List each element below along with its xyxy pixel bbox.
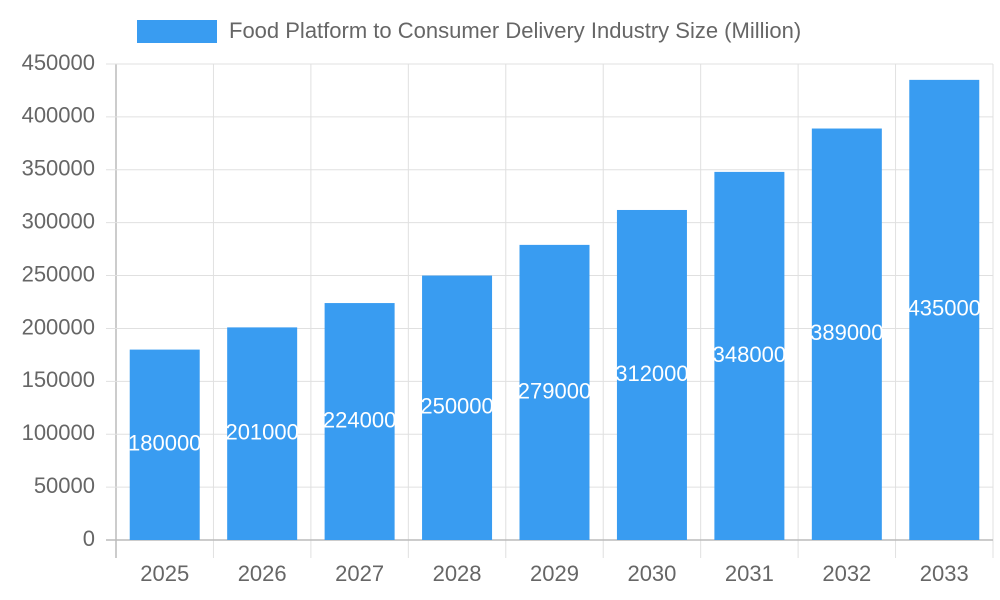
x-tick-label: 2025: [140, 561, 189, 586]
bar: [324, 303, 395, 540]
x-tick-label: 2027: [335, 561, 384, 586]
x-tick-label: 2031: [725, 561, 774, 586]
y-tick-label: 0: [83, 526, 95, 551]
bar: [129, 349, 200, 540]
y-tick-label: 150000: [22, 367, 95, 392]
y-tick-label: 450000: [22, 50, 95, 75]
x-tick-label: 2030: [627, 561, 676, 586]
value-label: 250000: [420, 394, 493, 419]
y-tick-label: 100000: [22, 420, 95, 445]
y-tick-label: 200000: [22, 314, 95, 339]
value-label: 312000: [615, 361, 688, 386]
legend-swatch[interactable]: [137, 20, 217, 43]
bar: [616, 209, 687, 540]
value-label: 279000: [518, 378, 591, 403]
value-label: 389000: [810, 320, 883, 345]
bar: [811, 128, 882, 540]
bar: [714, 171, 785, 541]
bar: [227, 327, 298, 540]
value-label: 201000: [225, 420, 298, 445]
y-tick-label: 250000: [22, 261, 95, 286]
x-tick-label: 2029: [530, 561, 579, 586]
x-tick-label: 2032: [822, 561, 871, 586]
y-tick-label: 400000: [22, 103, 95, 128]
y-tick-label: 300000: [22, 208, 95, 233]
x-tick-label: 2028: [433, 561, 482, 586]
bar: [422, 275, 493, 540]
legend-label[interactable]: Food Platform to Consumer Delivery Indus…: [229, 18, 801, 43]
value-label: 224000: [323, 407, 396, 432]
x-tick-label: 2033: [920, 561, 969, 586]
value-label: 180000: [128, 431, 201, 456]
bar: [909, 79, 980, 540]
y-tick-label: 50000: [34, 473, 95, 498]
x-tick-label: 2026: [238, 561, 287, 586]
value-label: 348000: [713, 342, 786, 367]
y-tick-label: 350000: [22, 156, 95, 181]
value-label: 435000: [908, 296, 981, 321]
bar: [519, 244, 590, 540]
